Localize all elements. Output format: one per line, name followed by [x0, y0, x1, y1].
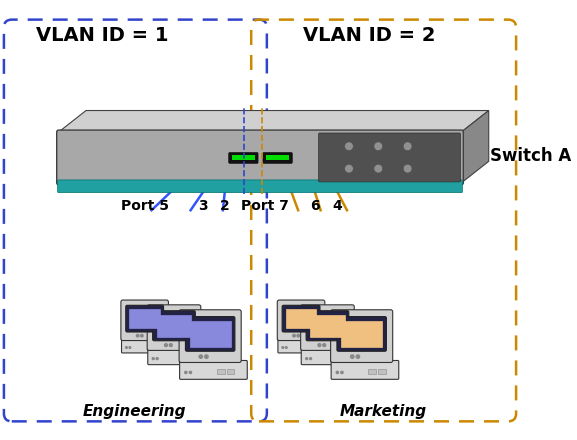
Circle shape	[136, 334, 139, 337]
Circle shape	[152, 358, 154, 359]
Circle shape	[297, 334, 299, 337]
FancyBboxPatch shape	[341, 321, 382, 347]
Circle shape	[351, 355, 354, 358]
Circle shape	[403, 142, 412, 150]
FancyBboxPatch shape	[157, 345, 163, 349]
Circle shape	[164, 344, 167, 347]
FancyBboxPatch shape	[140, 336, 147, 339]
FancyBboxPatch shape	[319, 133, 460, 182]
FancyBboxPatch shape	[368, 369, 376, 374]
Circle shape	[205, 355, 208, 358]
Text: 3: 3	[198, 199, 208, 213]
FancyBboxPatch shape	[342, 356, 348, 360]
Circle shape	[336, 371, 339, 374]
FancyBboxPatch shape	[190, 321, 231, 347]
Circle shape	[293, 334, 295, 337]
FancyBboxPatch shape	[185, 317, 235, 351]
FancyBboxPatch shape	[301, 305, 354, 350]
Circle shape	[310, 358, 312, 359]
Circle shape	[341, 371, 343, 374]
FancyBboxPatch shape	[228, 153, 258, 163]
FancyBboxPatch shape	[179, 356, 186, 360]
FancyBboxPatch shape	[301, 348, 359, 365]
FancyBboxPatch shape	[378, 369, 386, 374]
FancyBboxPatch shape	[57, 130, 463, 185]
Circle shape	[199, 355, 203, 358]
FancyBboxPatch shape	[149, 345, 156, 349]
FancyBboxPatch shape	[58, 180, 462, 193]
Circle shape	[169, 344, 172, 347]
FancyBboxPatch shape	[126, 305, 164, 332]
FancyBboxPatch shape	[121, 300, 168, 341]
FancyBboxPatch shape	[313, 345, 319, 349]
Circle shape	[189, 371, 192, 374]
Circle shape	[126, 347, 128, 348]
Circle shape	[374, 142, 383, 150]
FancyBboxPatch shape	[337, 317, 387, 351]
Text: Marketing: Marketing	[340, 404, 427, 419]
Text: VLAN ID = 2: VLAN ID = 2	[304, 26, 436, 45]
Circle shape	[156, 358, 158, 359]
FancyBboxPatch shape	[156, 315, 192, 337]
FancyBboxPatch shape	[278, 338, 329, 353]
Text: 6: 6	[310, 199, 320, 213]
Text: Switch A: Switch A	[490, 147, 571, 165]
FancyBboxPatch shape	[188, 356, 195, 360]
Circle shape	[318, 344, 321, 347]
FancyBboxPatch shape	[168, 346, 177, 349]
FancyBboxPatch shape	[153, 311, 196, 341]
Circle shape	[374, 164, 383, 173]
FancyBboxPatch shape	[333, 356, 340, 360]
Circle shape	[356, 355, 359, 358]
Circle shape	[323, 344, 325, 347]
FancyBboxPatch shape	[129, 309, 160, 328]
FancyBboxPatch shape	[122, 338, 173, 353]
Polygon shape	[462, 110, 489, 183]
Text: VLAN ID = 1: VLAN ID = 1	[36, 26, 169, 45]
FancyBboxPatch shape	[355, 358, 365, 361]
FancyBboxPatch shape	[147, 305, 201, 350]
FancyBboxPatch shape	[322, 346, 330, 349]
FancyBboxPatch shape	[278, 300, 325, 341]
Circle shape	[344, 164, 353, 173]
Polygon shape	[59, 110, 489, 132]
FancyBboxPatch shape	[306, 345, 312, 349]
FancyBboxPatch shape	[204, 358, 213, 361]
Circle shape	[185, 371, 187, 374]
FancyBboxPatch shape	[179, 310, 241, 363]
FancyBboxPatch shape	[217, 369, 224, 374]
Circle shape	[344, 142, 353, 150]
FancyBboxPatch shape	[148, 348, 206, 365]
FancyBboxPatch shape	[310, 315, 345, 337]
Text: Port 7: Port 7	[241, 199, 289, 213]
FancyBboxPatch shape	[331, 360, 399, 379]
FancyBboxPatch shape	[296, 336, 303, 339]
Circle shape	[129, 347, 131, 348]
Circle shape	[306, 358, 308, 359]
FancyBboxPatch shape	[179, 360, 248, 379]
FancyBboxPatch shape	[263, 153, 293, 163]
FancyBboxPatch shape	[331, 310, 393, 363]
Circle shape	[403, 164, 412, 173]
Text: Port 5: Port 5	[121, 199, 169, 213]
Circle shape	[282, 347, 284, 348]
Text: Engineering: Engineering	[83, 404, 186, 419]
Text: 2: 2	[220, 199, 230, 213]
FancyBboxPatch shape	[282, 305, 320, 332]
FancyBboxPatch shape	[306, 311, 349, 341]
Text: 4: 4	[332, 199, 342, 213]
Circle shape	[141, 334, 143, 337]
Circle shape	[286, 347, 287, 348]
FancyBboxPatch shape	[231, 155, 255, 160]
FancyBboxPatch shape	[286, 309, 316, 328]
FancyBboxPatch shape	[227, 369, 234, 374]
FancyBboxPatch shape	[266, 155, 289, 160]
